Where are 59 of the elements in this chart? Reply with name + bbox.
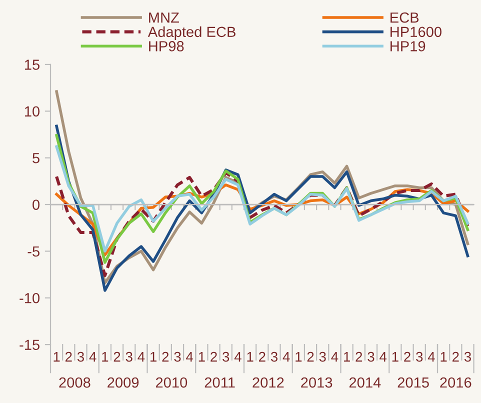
- line-series: [55, 145, 470, 253]
- y-tick-label: -5: [28, 246, 40, 257]
- x-tick-label: 2: [114, 352, 120, 362]
- y-tick-label: -10: [20, 292, 40, 304]
- text: 2016: [440, 377, 472, 388]
- legend-label: HP1600: [390, 26, 442, 38]
- x-tick-label: 1: [102, 352, 108, 362]
- x-tick-label: 2: [452, 352, 459, 362]
- x-tick-label: 3: [416, 352, 423, 362]
- x-tick-label: 3: [368, 352, 374, 362]
- y-tick-label: 0: [32, 200, 40, 210]
- x-tick-label: 4: [282, 352, 290, 362]
- x-tick-label: 3: [174, 352, 181, 362]
- legend-label: HP98: [149, 41, 184, 52]
- legend-label: ECB: [390, 12, 419, 23]
- x-tick-label: 2: [65, 352, 72, 362]
- x-tick-label: 1: [54, 352, 60, 362]
- y-tick-label: 10: [24, 106, 40, 117]
- x-tick-label: 4: [89, 352, 96, 362]
- text: 2010: [156, 377, 188, 388]
- line-series: [55, 171, 470, 278]
- x-tick-label: 4: [380, 352, 387, 362]
- x-tick-label: 1: [296, 352, 302, 362]
- text: 2013: [301, 377, 332, 388]
- x-tick-label: 4: [428, 352, 435, 362]
- text: 2012: [252, 377, 284, 388]
- x-tick-label: 1: [198, 352, 205, 362]
- x-tick-label: 4: [138, 352, 145, 362]
- y-tick-label: 15: [24, 60, 40, 70]
- x-tick-label: 3: [126, 352, 132, 362]
- x-tick-label: 4: [234, 352, 242, 362]
- x-tick-label: 3: [77, 352, 84, 362]
- x-tick-label: 2: [307, 352, 314, 362]
- x-tick-label: 2: [258, 352, 266, 362]
- x-tick-label: 3: [222, 352, 230, 362]
- text: 2009: [108, 377, 139, 388]
- text: 2011: [204, 377, 235, 388]
- x-tick-label: 3: [464, 352, 471, 362]
- x-tick-label: 2: [210, 352, 217, 362]
- x-tick-label: 3: [319, 352, 326, 362]
- x-tick-label: 4: [331, 352, 338, 362]
- text: 2015: [398, 377, 429, 388]
- x-tick-label: 1: [344, 352, 350, 362]
- legend-label: MNZ: [149, 12, 179, 23]
- y-tick-label: -15: [20, 340, 40, 350]
- x-tick-label: 4: [186, 352, 194, 362]
- legend-label: HP19: [390, 41, 426, 52]
- x-tick-label: 1: [150, 352, 156, 362]
- y-tick-label: 5: [32, 153, 40, 164]
- text: 2008: [59, 377, 90, 388]
- x-tick-label: 1: [392, 352, 398, 362]
- legend-label: Adapted ECB: [148, 26, 236, 40]
- x-tick-label: 3: [270, 352, 278, 362]
- text: 2014: [349, 377, 381, 388]
- x-tick-label: 2: [356, 352, 362, 362]
- x-tick-label: 1: [440, 352, 447, 362]
- x-tick-label: 1: [247, 352, 254, 362]
- x-tick-label: 2: [162, 352, 169, 362]
- x-tick-label: 2: [404, 352, 410, 362]
